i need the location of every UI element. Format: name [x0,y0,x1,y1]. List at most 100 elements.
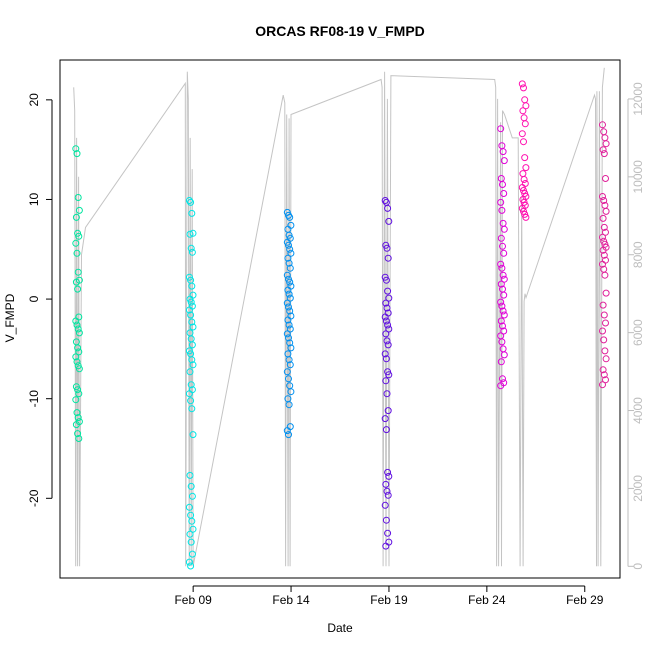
data-point [384,468,392,476]
data-point [75,390,83,398]
data-point [74,386,82,394]
data-point [73,409,81,417]
data-point [521,180,529,187]
data-point [285,356,293,364]
data-point [384,254,392,262]
data-point [72,396,80,404]
y-axis-label: V_FMPD [3,293,17,342]
data-point [381,197,389,204]
data-point [521,96,529,104]
data-point [287,344,295,352]
data-point [601,134,609,142]
data-point [75,329,83,337]
data-point [73,358,81,366]
data-point [497,298,505,306]
data-point [602,140,610,148]
data-point [187,298,195,306]
data-point [602,175,609,182]
data-point [381,313,389,321]
data-point [497,234,505,242]
data-point [74,285,82,293]
data-point [286,294,294,302]
data-point [601,347,609,355]
data-point [602,228,609,236]
data-point [283,271,291,279]
data-point [600,128,608,136]
data-point [599,246,607,254]
data-point [185,503,193,511]
data-point [518,80,526,88]
data-point [72,213,80,221]
data-point [284,254,292,262]
data-point [286,361,294,369]
data-point [74,414,82,422]
data-point [384,407,392,415]
data-point [187,562,195,570]
data-point [599,214,607,222]
data-point [382,377,390,385]
data-point [188,492,196,500]
data-point [500,249,508,257]
data-point [287,388,295,396]
data-point [73,249,81,257]
data-point [185,197,193,204]
data-point [518,130,526,138]
data-point [382,480,390,488]
x-tick-label: Feb 29 [566,593,604,607]
data-point [520,114,528,122]
right-tick-label: 12000 [631,82,645,116]
data-point [189,431,197,439]
data-point [382,542,390,550]
data-point [285,431,292,439]
data-point [599,193,606,200]
data-point [602,355,610,363]
data-point [499,271,507,279]
data-point [383,337,391,345]
data-point [188,405,196,413]
data-point [599,366,607,374]
data-point [189,229,197,237]
data-point [73,150,81,158]
data-point [522,102,530,110]
y-tick-label: 10 [27,192,41,206]
data-point [497,358,505,366]
data-point [600,251,608,259]
data-point [286,307,294,315]
data-point [521,120,529,128]
data-point [602,319,609,327]
data-point [74,344,82,352]
x-tick-label: Feb 19 [370,593,408,607]
x-axis-label: Date [327,621,353,635]
data-point [522,213,530,221]
data-point [186,230,194,238]
data-point [286,245,294,253]
data-point [185,390,193,398]
right-tick-label: 8000 [631,241,645,268]
data-point [500,351,508,359]
data-point [498,142,506,150]
altitude-trace-line [73,67,605,567]
data-point [499,322,506,330]
x-tick-label: Feb 14 [272,593,310,607]
right-tick-label: 0 [631,563,645,570]
data-point [384,321,392,329]
data-point [285,290,293,298]
data-point [72,317,80,325]
altitude-trace-group [73,67,605,567]
data-point [283,330,291,338]
data-point [600,311,608,319]
data-point [285,375,292,383]
data-point [283,299,291,307]
data-point [499,307,507,315]
data-point [500,291,508,299]
data-point [500,225,508,233]
data-point [188,318,196,326]
data-point [383,244,391,252]
data-point [385,294,393,302]
data-point [520,138,527,146]
data-point [188,341,196,349]
data-point [497,317,505,325]
data-point [381,350,389,358]
data-point [522,164,530,172]
